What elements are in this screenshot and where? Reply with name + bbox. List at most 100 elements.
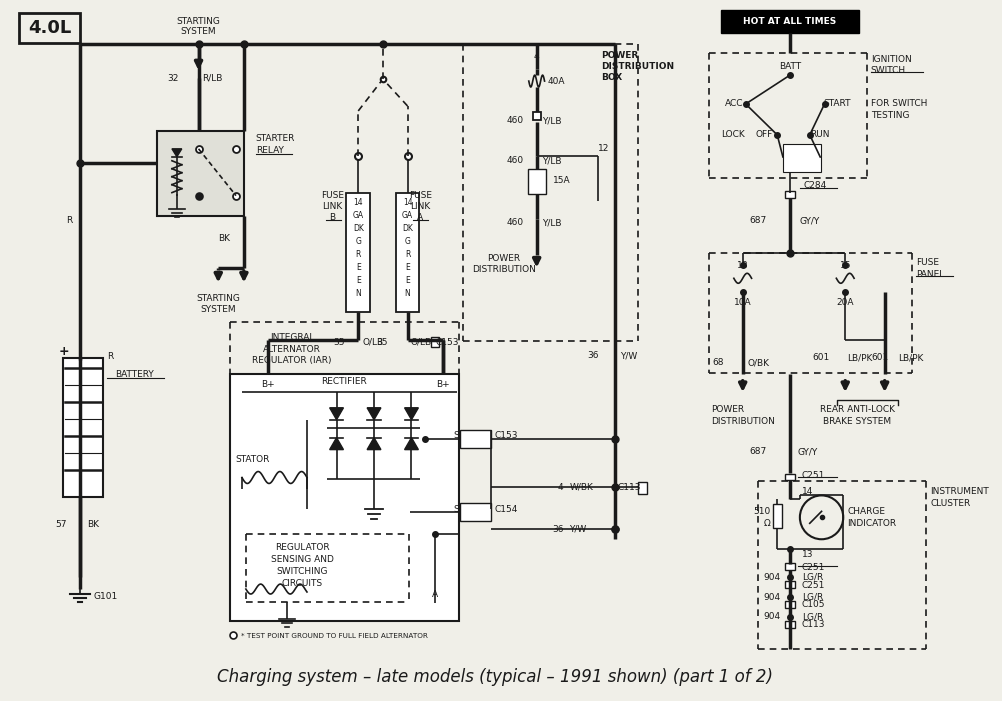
Text: 18: 18 xyxy=(736,261,747,270)
Bar xyxy=(785,621,795,628)
Text: 20A: 20A xyxy=(836,298,853,307)
Text: BATT: BATT xyxy=(779,62,801,71)
Text: 510: 510 xyxy=(753,507,770,516)
Text: A: A xyxy=(417,213,423,222)
Text: C284: C284 xyxy=(803,181,827,190)
Text: INDICATOR: INDICATOR xyxy=(847,519,896,528)
Bar xyxy=(785,473,795,480)
Text: E: E xyxy=(405,263,410,272)
Text: DK: DK xyxy=(402,224,413,233)
Text: INTEGRAL: INTEGRAL xyxy=(270,332,314,341)
Bar xyxy=(63,358,103,498)
Text: LG/R: LG/R xyxy=(801,573,823,582)
Text: GY/Y: GY/Y xyxy=(798,447,818,456)
Text: LG/R: LG/R xyxy=(801,613,823,622)
Text: Y/LB: Y/LB xyxy=(541,156,560,165)
Text: Y/LB: Y/LB xyxy=(541,218,560,227)
Text: 36: 36 xyxy=(551,525,563,533)
Text: BRAKE SYSTEM: BRAKE SYSTEM xyxy=(823,417,890,426)
Text: 13: 13 xyxy=(801,550,813,559)
Bar xyxy=(785,563,795,570)
Text: CIRCUITS: CIRCUITS xyxy=(282,578,323,587)
Text: FOR SWITCH: FOR SWITCH xyxy=(870,100,926,109)
Text: E: E xyxy=(405,275,410,285)
Text: FUSE: FUSE xyxy=(409,191,432,200)
Text: LB/PK: LB/PK xyxy=(898,353,923,362)
Text: Charging system – late models (typical – 1991 shown) (part 1 of 2): Charging system – late models (typical –… xyxy=(217,667,773,686)
Text: SWITCHING: SWITCHING xyxy=(276,566,328,576)
Bar xyxy=(229,374,458,621)
Text: 904: 904 xyxy=(763,573,780,582)
Text: Y/W: Y/W xyxy=(620,351,637,360)
Text: * TEST POINT GROUND TO FULL FIELD ALTERNATOR: * TEST POINT GROUND TO FULL FIELD ALTERN… xyxy=(240,633,428,639)
Text: LG/R: LG/R xyxy=(801,592,823,601)
Text: 904: 904 xyxy=(763,592,780,601)
Text: TESTING: TESTING xyxy=(870,111,909,121)
Text: 14: 14 xyxy=(801,487,813,496)
Text: BATTERY: BATTERY xyxy=(114,370,153,379)
Text: REGULATOR (IAR): REGULATOR (IAR) xyxy=(253,356,332,365)
Text: G: G xyxy=(355,237,361,246)
Text: 4: 4 xyxy=(557,483,563,492)
Text: C105: C105 xyxy=(801,601,825,609)
Text: C153: C153 xyxy=(494,431,517,440)
Text: 14: 14 xyxy=(353,198,363,207)
Text: FUSE: FUSE xyxy=(321,191,344,200)
Text: 10A: 10A xyxy=(733,298,750,307)
Text: 4.0L: 4.0L xyxy=(28,20,71,37)
Text: C113: C113 xyxy=(801,620,825,629)
Text: 40A: 40A xyxy=(547,76,564,86)
Text: STATOR: STATOR xyxy=(235,455,270,464)
Text: C251: C251 xyxy=(801,563,825,571)
Polygon shape xyxy=(367,408,381,420)
Text: 12: 12 xyxy=(597,144,608,154)
Text: CHARGE: CHARGE xyxy=(847,507,885,516)
Text: BK: BK xyxy=(87,520,99,529)
Bar xyxy=(773,505,782,529)
Text: INSTRUMENT: INSTRUMENT xyxy=(929,487,988,496)
Polygon shape xyxy=(171,149,181,157)
Text: 35: 35 xyxy=(333,338,344,346)
Text: OFF: OFF xyxy=(756,130,773,139)
Text: C154: C154 xyxy=(494,505,517,514)
Text: 35: 35 xyxy=(376,338,388,346)
Text: 601: 601 xyxy=(812,353,829,362)
Text: SYSTEM: SYSTEM xyxy=(180,27,216,36)
Polygon shape xyxy=(330,408,343,420)
Text: SYSTEM: SYSTEM xyxy=(200,305,235,313)
Text: G: G xyxy=(404,237,410,246)
Text: 68: 68 xyxy=(711,358,723,367)
Text: G101: G101 xyxy=(93,592,117,601)
Text: R: R xyxy=(355,250,361,259)
Text: 687: 687 xyxy=(748,216,766,225)
Text: 32: 32 xyxy=(167,74,178,83)
Text: RELAY: RELAY xyxy=(256,147,284,156)
Text: RUN: RUN xyxy=(809,130,829,139)
Text: E: E xyxy=(356,263,361,272)
Text: 4: 4 xyxy=(533,52,539,61)
Text: 14: 14 xyxy=(403,198,412,207)
Text: 15A: 15A xyxy=(553,176,570,185)
Text: ACC: ACC xyxy=(723,100,742,109)
Text: STARTER: STARTER xyxy=(256,135,295,143)
Bar xyxy=(785,191,795,198)
Bar xyxy=(785,581,795,588)
Text: C251: C251 xyxy=(801,580,825,590)
Text: DISTRIBUTION: DISTRIBUTION xyxy=(710,417,775,426)
Text: 687: 687 xyxy=(748,447,766,456)
Text: LOCK: LOCK xyxy=(720,130,743,139)
Text: B+: B+ xyxy=(436,381,449,389)
Text: R: R xyxy=(405,250,410,259)
Bar xyxy=(720,11,858,33)
Text: 460: 460 xyxy=(506,156,523,165)
Text: BK: BK xyxy=(217,234,229,243)
Text: SENSING AND: SENSING AND xyxy=(271,554,333,564)
Text: W/BK: W/BK xyxy=(569,483,592,492)
Text: LB/PK: LB/PK xyxy=(847,353,872,362)
Bar xyxy=(157,131,243,215)
Bar xyxy=(346,193,370,312)
Bar xyxy=(431,337,439,347)
Text: PANEL: PANEL xyxy=(915,270,944,279)
Text: B+: B+ xyxy=(261,381,275,389)
Text: N: N xyxy=(404,289,410,298)
